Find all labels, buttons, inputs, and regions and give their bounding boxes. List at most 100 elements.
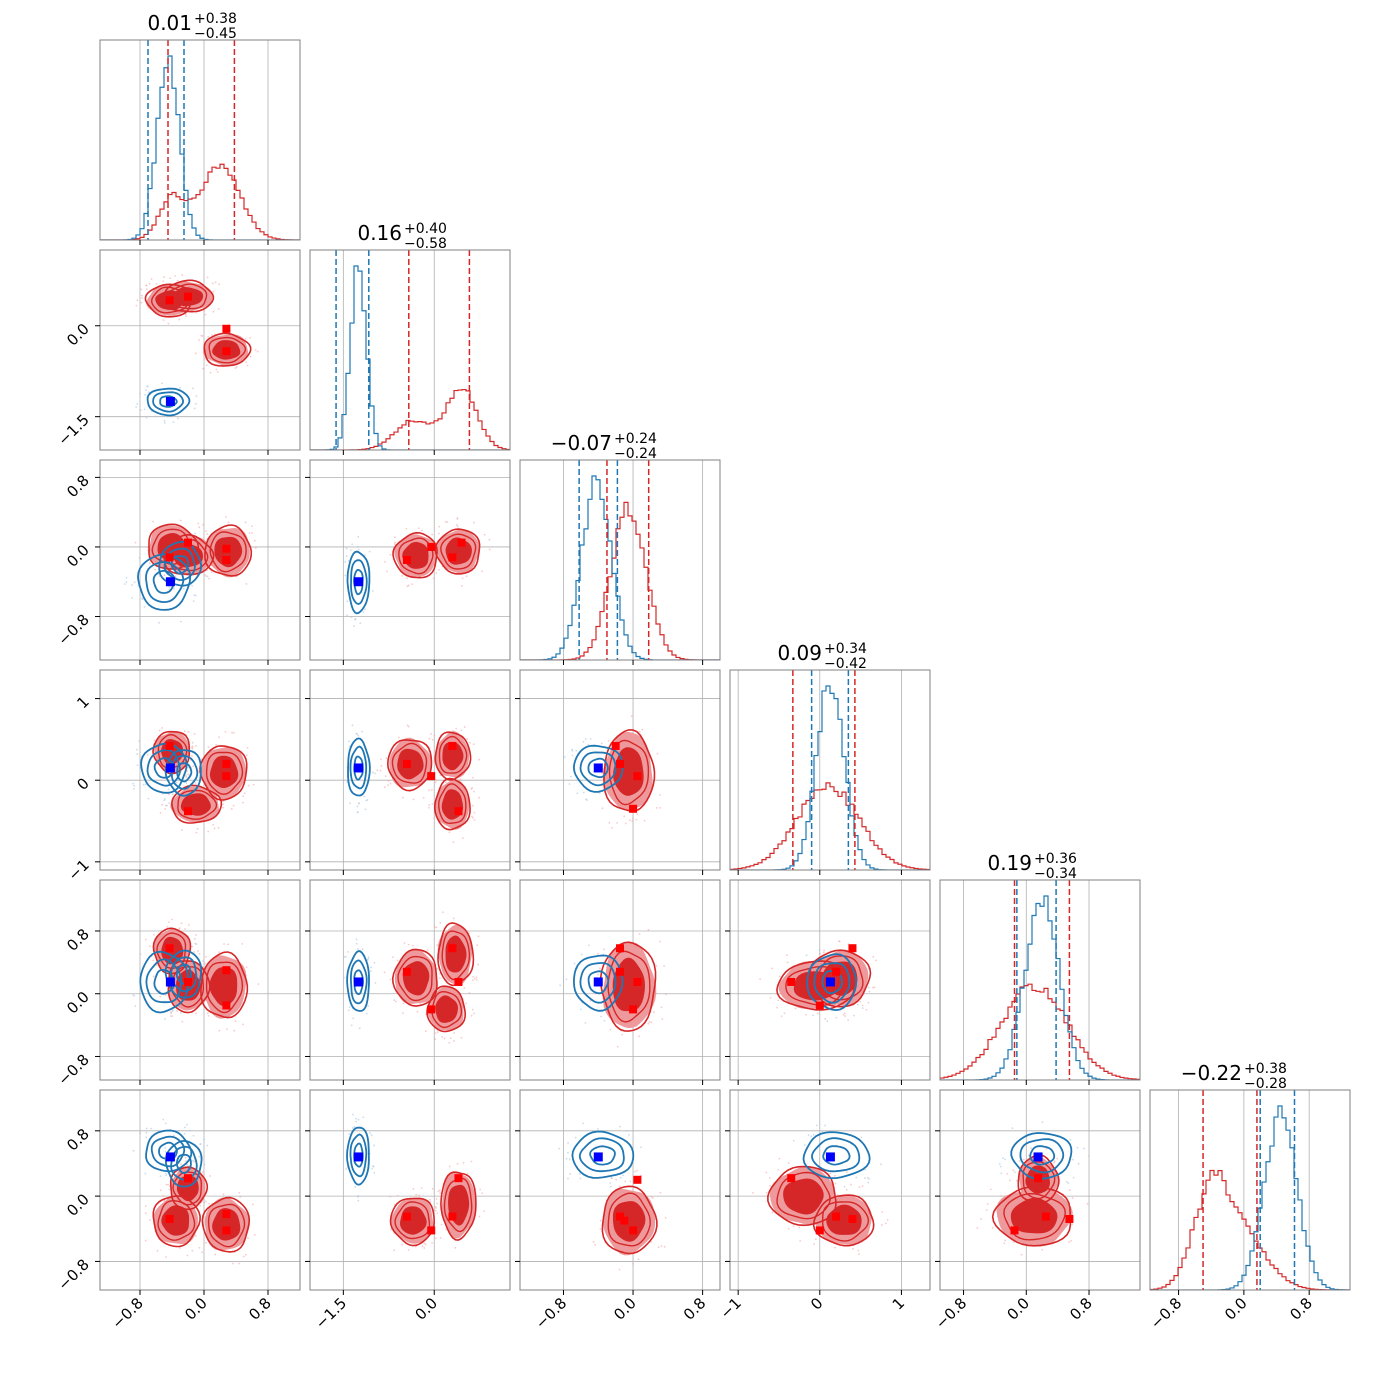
- marginal-panel-2: [519, 459, 721, 661]
- scatter-point: [234, 367, 237, 369]
- scatter-point: [149, 1219, 151, 1222]
- scatter-point: [860, 1136, 863, 1139]
- scatter-point: [163, 799, 166, 802]
- scatter-point: [256, 350, 259, 353]
- scatter-point: [373, 1144, 375, 1147]
- red-density-fill: [435, 995, 458, 1023]
- scatter-point: [198, 526, 201, 529]
- panel-frame: [309, 879, 511, 1081]
- param-title-value: −0.07: [551, 431, 612, 455]
- scatter-point: [472, 1012, 475, 1015]
- red-marker: [620, 1216, 629, 1225]
- scatter-point: [168, 802, 170, 804]
- scatter-point: [445, 1228, 448, 1231]
- blue-contour: [175, 1154, 192, 1175]
- red-density-fill: [826, 1204, 862, 1235]
- scatter-point: [242, 795, 245, 798]
- scatter-point: [148, 562, 151, 565]
- scatter-point: [475, 978, 478, 981]
- scatter-point: [198, 952, 201, 955]
- scatter-point: [834, 1246, 836, 1249]
- red-contour: [391, 948, 438, 1007]
- param-title-value: 0.01: [147, 11, 192, 35]
- red-marker: [832, 967, 841, 976]
- scatter-point: [824, 1018, 827, 1020]
- scatter-point: [389, 553, 392, 556]
- pair-panel-2-0: [99, 459, 301, 661]
- scatter-point: [765, 1171, 768, 1174]
- scatter-point: [146, 385, 149, 388]
- scatter-point: [203, 357, 206, 360]
- scatter-point: [659, 806, 662, 809]
- scatter-point: [448, 1165, 451, 1168]
- scatter-point: [353, 625, 355, 627]
- param-title-value: 0.19: [987, 851, 1032, 875]
- scatter-point: [829, 1172, 832, 1175]
- scatter-point: [145, 389, 148, 391]
- scatter-point: [787, 1227, 790, 1230]
- scatter-point: [594, 1243, 597, 1246]
- blue-contour: [822, 1145, 851, 1166]
- scatter-point: [1018, 1160, 1021, 1163]
- scatter-point: [136, 764, 139, 767]
- scatter-point: [859, 1000, 862, 1003]
- scatter-point: [179, 1012, 182, 1014]
- scatter-point: [355, 1120, 358, 1123]
- red-marker: [222, 556, 231, 564]
- scatter-point: [184, 1126, 186, 1129]
- red-contour: [1003, 1192, 1067, 1241]
- scatter-point: [1072, 1176, 1075, 1179]
- scatter-point: [357, 548, 360, 551]
- scatter-point: [780, 1015, 783, 1018]
- red-marker: [448, 553, 457, 562]
- scatter-point: [618, 1268, 621, 1271]
- scatter-point: [197, 950, 199, 952]
- red-contour: [398, 537, 434, 575]
- scatter-point: [812, 1134, 815, 1136]
- blue-contour: [572, 954, 624, 1012]
- scatter-point: [414, 1245, 417, 1248]
- panel-frame: [519, 459, 721, 661]
- scatter-point: [203, 963, 206, 966]
- red-contour: [152, 927, 192, 975]
- pair-panel-1-0: [99, 249, 301, 451]
- scatter-point: [618, 1185, 621, 1188]
- scatter-point: [371, 1167, 374, 1170]
- panel-frame: [309, 249, 511, 451]
- scatter-point: [385, 757, 388, 760]
- scatter-point: [241, 942, 244, 945]
- red-contour: [201, 1196, 251, 1253]
- scatter-point: [133, 784, 136, 787]
- scatter-point: [580, 953, 583, 956]
- blue-contour: [346, 950, 370, 1012]
- scatter-point: [191, 1159, 194, 1162]
- scatter-point: [434, 1032, 437, 1035]
- scatter-point: [589, 738, 592, 740]
- scatter-point: [186, 1123, 188, 1126]
- scatter-point: [172, 1134, 175, 1137]
- scatter-point: [206, 533, 209, 535]
- scatter-point: [199, 1143, 202, 1145]
- scatter-point: [843, 1012, 846, 1015]
- red-contour: [433, 777, 471, 831]
- red-marker: [222, 772, 231, 781]
- scatter-point: [452, 841, 455, 844]
- scatter-point: [406, 724, 409, 727]
- scatter-point: [610, 1185, 612, 1188]
- red-marker: [184, 977, 192, 986]
- scatter-point: [436, 1212, 439, 1215]
- scatter-point: [209, 371, 212, 374]
- marginal-panel-5: [1149, 1089, 1351, 1291]
- scatter-point: [1002, 1157, 1005, 1159]
- scatter-point: [980, 1218, 983, 1220]
- scatter-point: [164, 808, 167, 810]
- scatter-point: [191, 755, 193, 757]
- x-tick-label: −0.8: [1147, 1294, 1185, 1332]
- scatter-point: [152, 975, 155, 978]
- scatter-point: [483, 1210, 486, 1213]
- scatter-point: [638, 932, 641, 935]
- scatter-point: [638, 1035, 641, 1038]
- scatter-point: [234, 1020, 237, 1023]
- red-marker: [448, 741, 457, 750]
- scatter-point: [433, 734, 436, 737]
